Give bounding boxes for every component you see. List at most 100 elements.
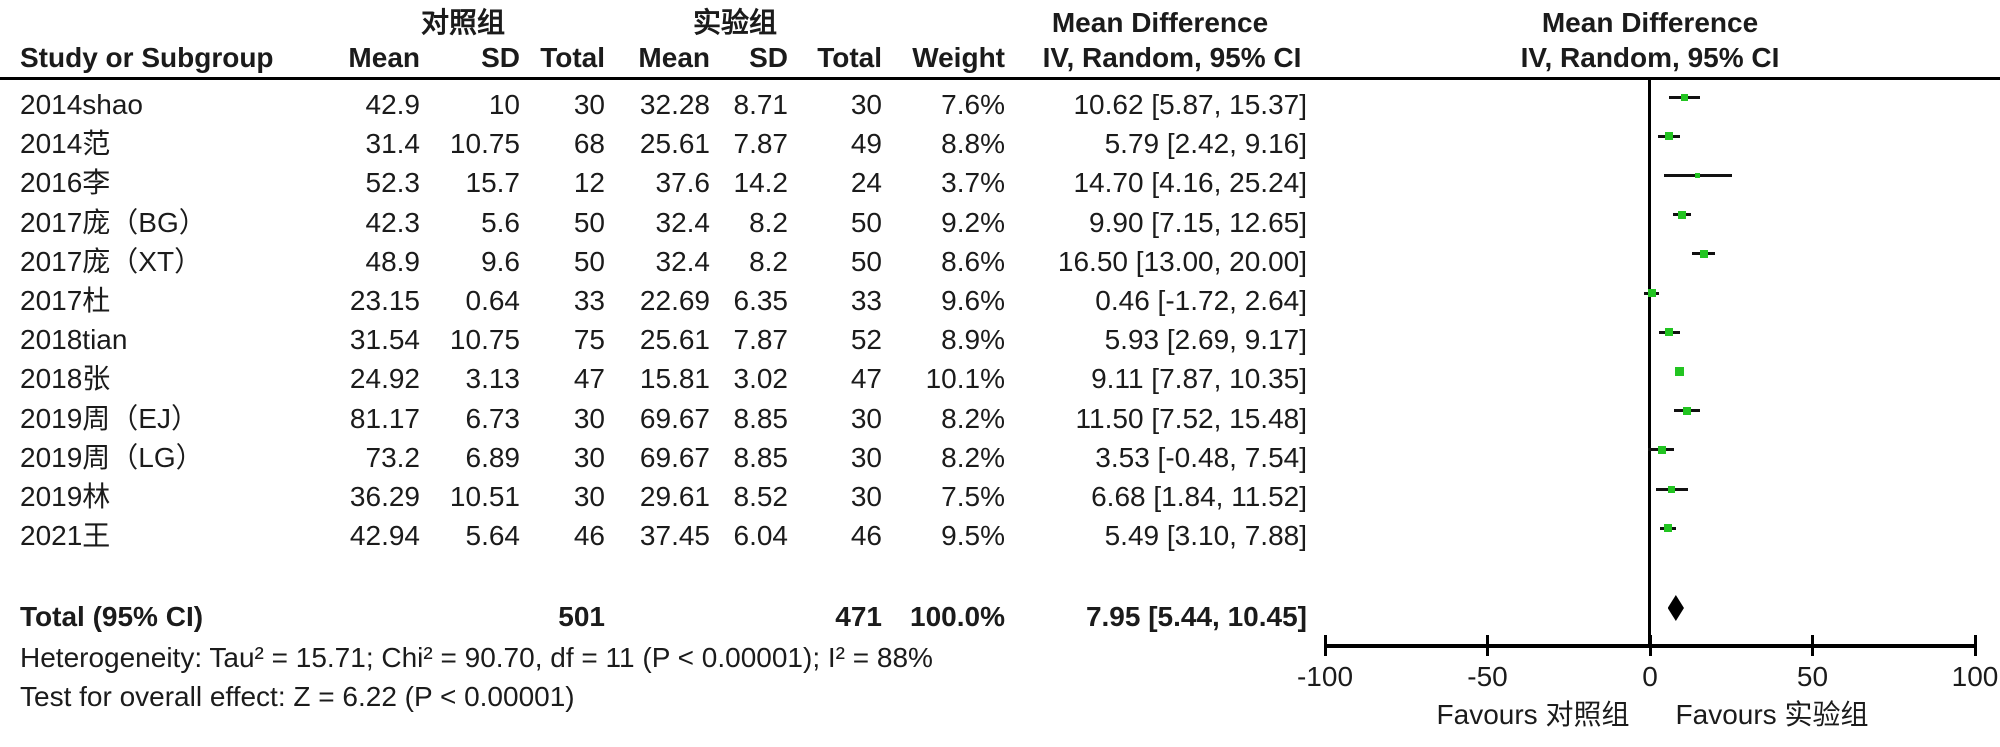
study-label: 2021王 [20, 520, 111, 552]
cell-e-total: 52 [850, 324, 882, 356]
cell-c-mean: 24.92 [349, 363, 420, 395]
cell-ci-text: 5.49 [3.10, 7.88] [1104, 520, 1307, 552]
cell-e-mean: 25.61 [639, 128, 710, 160]
cell-c-total: 47 [573, 363, 605, 395]
cell-e-total: 50 [850, 245, 882, 277]
cell-e-mean: 37.6 [655, 167, 711, 199]
total-weight: 100.0% [910, 601, 1005, 632]
cell-c-total: 30 [573, 402, 605, 434]
cell-e-sd: 7.87 [733, 128, 789, 160]
cell-weight: 9.5% [941, 520, 1005, 552]
favours-left-label: Favours 对照组 [1436, 699, 1630, 730]
axis-tick-label: -100 [1296, 661, 1354, 692]
study-label: 2019林 [20, 481, 111, 512]
cell-c-mean: 81.17 [349, 402, 420, 434]
cell-c-total: 33 [573, 285, 605, 316]
cell-e-sd: 8.71 [733, 89, 789, 120]
effect-square [1675, 366, 1685, 376]
cell-e-sd: 6.35 [733, 285, 789, 316]
cell-ci-text: 14.70 [4.16, 25.24] [1073, 167, 1307, 199]
md-subtitle-right: IV, Random, 95% CI [1520, 42, 1780, 73]
cell-c-mean: 31.54 [349, 324, 420, 356]
axis-tick [1323, 635, 1327, 656]
cell-c-total: 30 [573, 89, 605, 120]
cell-c-sd: 6.89 [465, 441, 521, 473]
md-title-right: Mean Difference [1541, 7, 1759, 38]
effect-square [1678, 210, 1687, 219]
cell-c-sd: 6.73 [465, 402, 521, 434]
cell-e-total: 50 [850, 206, 882, 238]
axis-tick [1973, 635, 1977, 656]
cell-weight: 8.8% [941, 128, 1005, 160]
experimental-mean-header: Mean [638, 42, 710, 73]
effect-square [1668, 485, 1676, 493]
md-title-left: Mean Difference [1051, 7, 1269, 38]
effect-square [1647, 289, 1656, 297]
study-col-header: Study or Subgroup [20, 42, 274, 73]
cell-e-mean: 15.81 [639, 363, 710, 395]
cell-e-sd: 7.87 [733, 324, 789, 356]
header-rule [0, 77, 2000, 80]
cell-c-sd: 5.6 [481, 206, 520, 238]
cell-e-sd: 8.2 [749, 245, 788, 277]
cell-weight: 9.2% [941, 206, 1005, 238]
zero-line [1648, 79, 1651, 646]
cell-c-sd: 9.6 [481, 245, 520, 277]
axis-tick [1486, 635, 1489, 656]
total-ci-text: 7.95 [5.44, 10.45] [1085, 601, 1307, 632]
cell-e-mean: 22.69 [639, 285, 710, 316]
control-group-header: 对照组 [420, 7, 506, 38]
cell-e-mean: 37.45 [639, 520, 710, 552]
cell-c-mean: 31.4 [365, 128, 421, 160]
cell-ci-text: 11.50 [7.52, 15.48] [1075, 402, 1307, 434]
cell-c-sd: 15.7 [465, 167, 521, 199]
cell-c-sd: 3.13 [465, 363, 521, 395]
cell-ci-text: 3.53 [-0.48, 7.54] [1095, 441, 1307, 473]
control-total-header: Total [540, 42, 605, 73]
study-label: 2018tian [20, 324, 128, 356]
cell-c-mean: 73.2 [365, 441, 421, 473]
effect-square [1657, 445, 1666, 454]
cell-c-sd: 0.64 [465, 285, 521, 316]
cell-c-sd: 10.75 [449, 324, 520, 356]
cell-c-mean: 23.15 [349, 285, 420, 316]
axis-tick [1648, 635, 1652, 656]
total-experimental-n: 471 [835, 601, 882, 632]
axis-tick [1811, 635, 1814, 656]
cell-e-mean: 29.61 [639, 481, 710, 512]
cell-c-mean: 42.3 [365, 206, 421, 238]
cell-c-total: 46 [573, 520, 605, 552]
cell-ci-text: 16.50 [13.00, 20.00] [1057, 245, 1307, 277]
cell-c-total: 75 [573, 324, 605, 356]
experimental-total-header: Total [817, 42, 882, 73]
control-sd-header: SD [481, 42, 520, 73]
total-row-label: Total (95% CI) [20, 601, 204, 632]
cell-e-total: 46 [850, 520, 882, 552]
experimental-group-header: 实验组 [692, 7, 778, 38]
cell-e-total: 30 [850, 481, 882, 512]
cell-c-mean: 48.9 [365, 245, 421, 277]
cell-c-mean: 36.29 [349, 481, 420, 512]
cell-e-total: 49 [850, 128, 882, 160]
cell-e-mean: 69.67 [639, 402, 710, 434]
study-label: 2016李 [20, 167, 111, 199]
cell-e-mean: 25.61 [639, 324, 710, 356]
cell-weight: 8.6% [941, 245, 1005, 277]
axis-tick-label: -50 [1467, 661, 1508, 692]
cell-c-total: 50 [573, 245, 605, 277]
cell-ci-text: 0.46 [-1.72, 2.64] [1095, 285, 1307, 316]
cell-weight: 7.6% [941, 89, 1005, 120]
cell-e-mean: 32.4 [655, 245, 711, 277]
cell-e-total: 30 [850, 89, 882, 120]
cell-ci-text: 5.93 [2.69, 9.17] [1104, 324, 1307, 356]
effect-square [1665, 328, 1674, 337]
effect-square [1663, 524, 1672, 533]
cell-weight: 7.5% [941, 481, 1005, 512]
cell-e-total: 30 [850, 402, 882, 434]
study-label: 2018张 [20, 363, 111, 395]
study-label: 2017庞（BG） [20, 206, 207, 238]
cell-c-total: 12 [573, 167, 605, 199]
cell-weight: 3.7% [941, 167, 1005, 199]
experimental-sd-header: SD [749, 42, 788, 73]
cell-e-total: 30 [850, 441, 882, 473]
